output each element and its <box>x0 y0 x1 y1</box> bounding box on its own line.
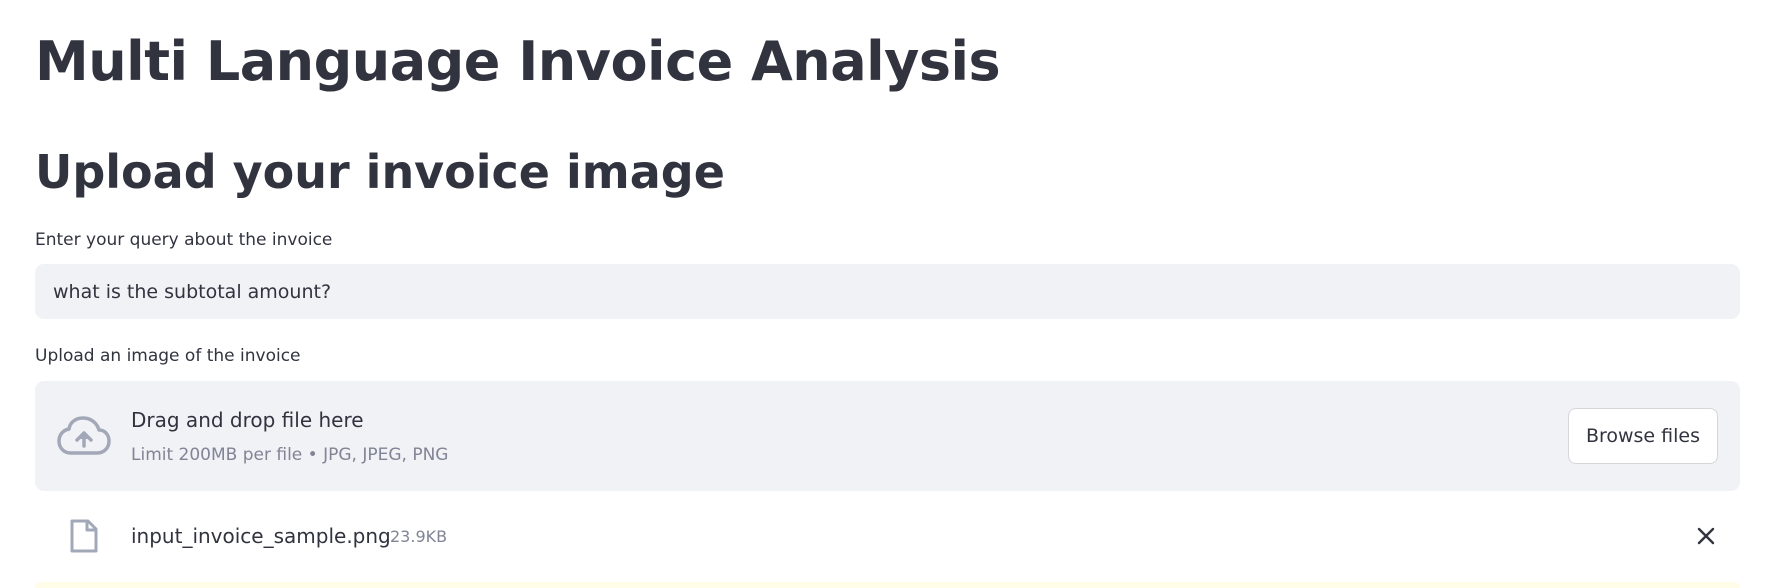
page-title: Multi Language Invoice Analysis <box>35 30 1001 93</box>
file-icon <box>70 519 98 553</box>
query-input[interactable] <box>35 264 1740 319</box>
file-dropzone[interactable]: Drag and drop file here Limit 200MB per … <box>35 381 1740 491</box>
close-icon[interactable] <box>1694 524 1718 548</box>
upload-label: Upload an image of the invoice <box>35 346 301 366</box>
query-label: Enter your query about the invoice <box>35 230 333 250</box>
section-heading: Upload your invoice image <box>35 145 725 199</box>
uploaded-file-item: input_invoice_sample.png 23.9KB <box>35 510 1740 560</box>
cloud-upload-icon <box>57 416 111 455</box>
uploaded-file-size: 23.9KB <box>390 527 448 546</box>
dropzone-limit-text: Limit 200MB per file • JPG, JPEG, PNG <box>131 445 449 465</box>
uploaded-file-name: input_invoice_sample.png <box>131 524 391 548</box>
dropzone-instructions: Drag and drop file here <box>131 408 364 432</box>
browse-files-button[interactable]: Browse files <box>1567 408 1718 464</box>
alert-box <box>35 582 1740 588</box>
